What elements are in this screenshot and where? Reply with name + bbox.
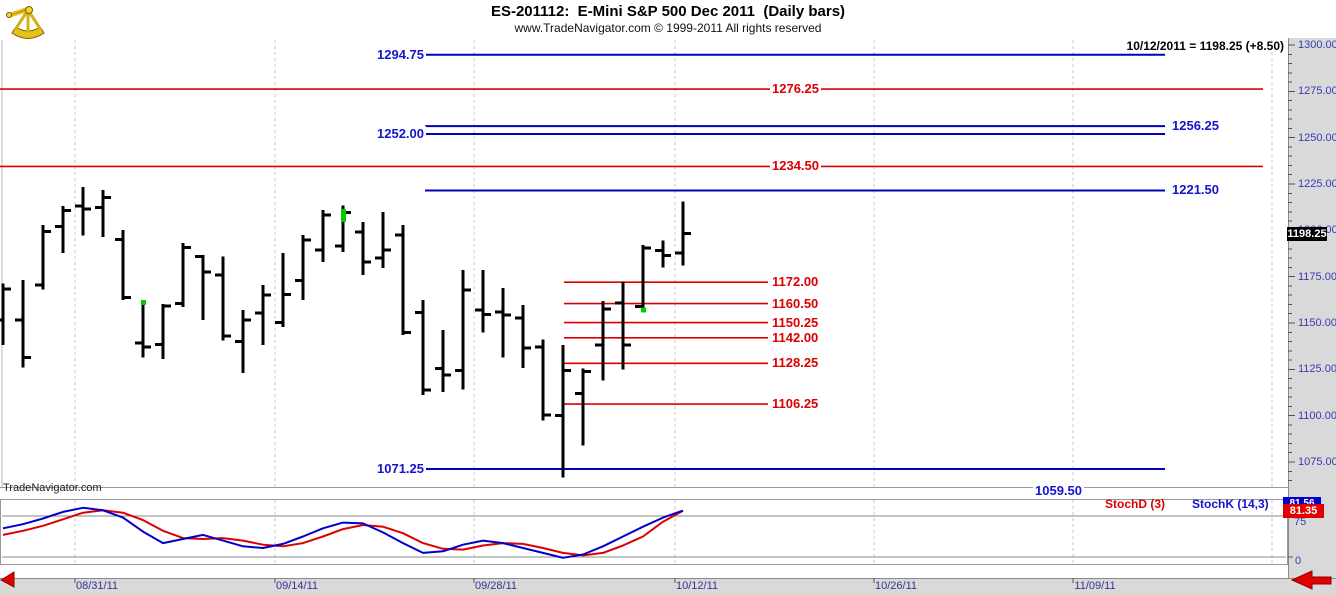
ohlc-bar	[395, 224, 411, 336]
scroll-left-edge-arrow[interactable]	[0, 571, 15, 588]
trade-navigator-sextant-logo-icon	[6, 6, 45, 39]
ohlc-bar	[655, 240, 671, 268]
ohlc-bar	[55, 205, 71, 254]
stoch-axis-75-label: 75	[1294, 516, 1307, 528]
stochk-line	[2, 506, 684, 559]
ohlc-bar	[415, 299, 431, 395]
price-levels	[0, 53, 1263, 470]
ohlc-bar	[155, 303, 171, 360]
ohlc-bar	[435, 329, 451, 393]
date-axis-strip	[0, 578, 1336, 595]
ohlc-bar	[615, 281, 631, 370]
scroll-left-arrow-button[interactable]	[1290, 570, 1332, 590]
ohlc-bar	[555, 345, 571, 478]
ohlc-bar	[515, 304, 531, 368]
stochd-legend-label[interactable]: StochD (3)	[1105, 497, 1165, 511]
ohlc-bar	[295, 234, 311, 300]
ohlc-bar	[135, 301, 151, 358]
ohlc-bar	[275, 253, 291, 328]
stochk-legend-label[interactable]: StochK (14,3)	[1192, 497, 1269, 511]
ohlc-bar	[255, 285, 271, 346]
ohlc-bar	[575, 368, 591, 446]
ohlc-bar	[315, 209, 331, 262]
ohlc-bar	[535, 339, 551, 421]
ohlc-bar	[15, 279, 31, 368]
ohlc-bar	[355, 221, 371, 275]
stoch-axis-0-label: 0	[1295, 555, 1302, 567]
ohlc-bar	[215, 256, 231, 341]
ohlc-bar	[235, 310, 251, 374]
ohlc-bar	[475, 270, 491, 333]
ohlc-bar	[455, 270, 471, 390]
ohlc-bar	[0, 283, 11, 345]
ohlc-bar	[95, 190, 111, 237]
ohlc-bar	[495, 287, 511, 358]
ohlc-bar	[35, 224, 51, 290]
stoch-panel-frame	[0, 499, 1288, 565]
ohlc-bar	[195, 254, 211, 321]
green-mark-segment	[341, 209, 346, 222]
stochd-line	[2, 509, 684, 557]
scroll-arrows	[0, 570, 1332, 590]
stochd-value-badge: 81.35	[1283, 504, 1324, 518]
last-price-badge: 1198.25	[1287, 227, 1327, 241]
ohlc-bar	[595, 301, 611, 381]
ohlc-bar	[115, 229, 131, 300]
gridlines	[74, 40, 1273, 564]
ohlc-bar	[75, 187, 91, 236]
ohlc-bar	[635, 245, 651, 311]
ohlc-bar	[175, 242, 191, 307]
green-mark	[141, 300, 146, 306]
price-axis	[74, 44, 1295, 583]
price-bars	[0, 187, 691, 478]
green-mark	[641, 307, 646, 313]
stochastic-panel	[2, 506, 1293, 559]
ohlc-bar	[375, 211, 391, 268]
ohlc-bar	[675, 201, 691, 266]
